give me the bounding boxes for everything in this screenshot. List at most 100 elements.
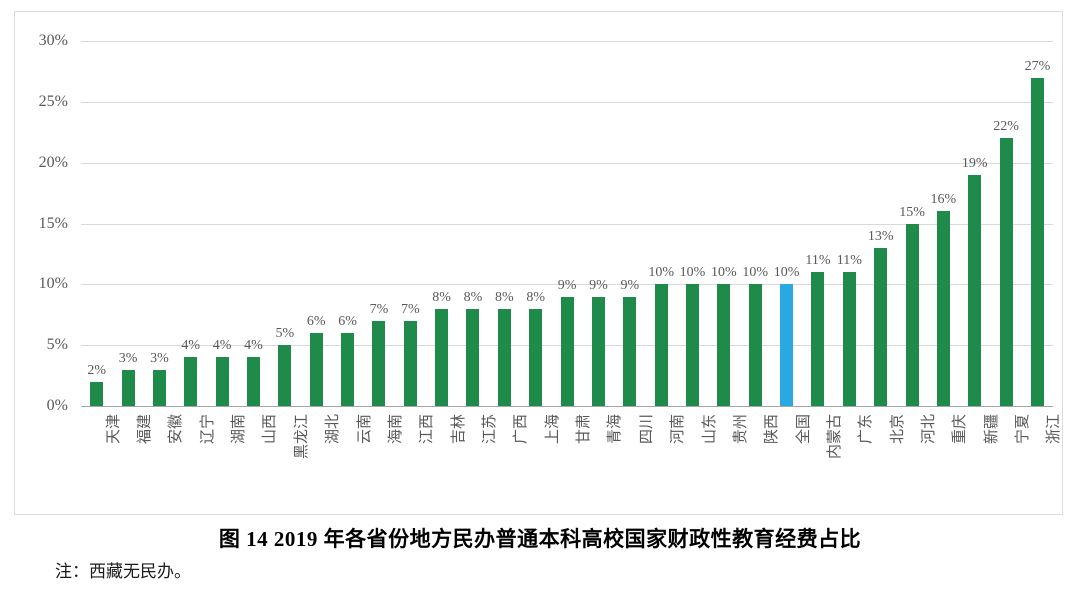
x-axis-label-slot: 陕西 — [740, 406, 780, 511]
x-axis-label-slot: 河北 — [896, 406, 937, 511]
gridline — [81, 223, 1053, 225]
bar — [811, 272, 825, 406]
bar — [936, 211, 950, 406]
bar-value-label: 19% — [961, 155, 988, 171]
bar-value-label: 11% — [805, 253, 831, 269]
bar-value-label: 9% — [557, 277, 577, 293]
x-axis-label-slot: 重庆 — [928, 406, 968, 511]
x-axis-label-slot: 广西 — [489, 406, 529, 511]
bar — [372, 320, 386, 406]
bar-value-label: 8% — [526, 289, 546, 305]
bar-value-label: 3% — [150, 350, 169, 366]
y-axis-tick-label: 20% — [38, 153, 68, 171]
x-axis-label-slot: 全国 — [771, 406, 812, 511]
bar-value-label: 13% — [867, 228, 894, 244]
bar — [717, 284, 731, 406]
bar-group: 19% — [959, 41, 990, 406]
bar-group: 10% — [645, 41, 676, 406]
bar-group: 8% — [520, 41, 551, 406]
y-axis-tick-label: 0% — [46, 397, 68, 414]
bar-value-label: 4% — [244, 338, 263, 354]
bar-group: 8% — [457, 41, 488, 406]
bar-value-label: 5% — [275, 326, 295, 342]
bar-group: 9% — [614, 41, 645, 406]
x-axis-label-slot: 贵州 — [708, 406, 749, 511]
bar-group: 5% — [269, 41, 300, 406]
bar-group: 13% — [865, 41, 896, 406]
x-axis-label-slot: 广东 — [834, 406, 874, 511]
bar — [842, 272, 856, 406]
bar-group: 11% — [802, 41, 833, 406]
y-axis-tick-label: 15% — [38, 214, 68, 232]
bar-group: 2% — [81, 41, 112, 406]
bar — [278, 345, 292, 406]
x-axis-label-slot: 山东 — [677, 406, 718, 511]
x-axis-label-slot: 云南 — [332, 406, 373, 511]
bar — [529, 308, 543, 406]
bar-group: 4% — [175, 41, 206, 406]
y-axis-tick-label: 10% — [38, 275, 68, 293]
bar — [654, 284, 668, 406]
bars-row: 2% 3% 3% 4% 4% 4% 5% 6% 6% 7% 7% 8% 8% 8% 8% 9% 9% 9% 10% 1… — [81, 41, 1053, 406]
gridline — [81, 284, 1053, 286]
bar-value-label: 8% — [463, 289, 483, 305]
bar-value-label: 8% — [432, 289, 451, 305]
x-axis-label-slot: 北京 — [865, 406, 906, 511]
x-axis-label-slot: 江苏 — [457, 406, 498, 511]
bar-group: 8% — [426, 41, 457, 406]
bar-value-label: 10% — [679, 265, 706, 281]
x-axis-label-slot: 新疆 — [959, 406, 1000, 511]
x-axis-label-slot: 湖南 — [206, 406, 247, 511]
bar-value-label: 15% — [899, 204, 925, 220]
x-axis-label-slot: 海南 — [363, 406, 404, 511]
x-axis-label-slot: 上海 — [520, 406, 561, 511]
x-axis-label-slot: 江西 — [395, 406, 435, 511]
bar — [497, 308, 511, 406]
bar-value-label: 10% — [711, 265, 737, 281]
bar — [341, 333, 355, 406]
bar — [560, 296, 574, 406]
x-axis-label-slot: 山西 — [238, 406, 278, 511]
bar-value-label: 11% — [836, 253, 862, 269]
bar — [623, 296, 637, 406]
bar-value-label: 2% — [87, 362, 107, 378]
x-axis-line — [81, 406, 1053, 407]
bar — [309, 333, 323, 406]
bar-value-label: 27% — [1024, 58, 1051, 74]
bar-group: 16% — [928, 41, 959, 406]
bar — [184, 357, 198, 406]
bar-group: 8% — [489, 41, 520, 406]
bar-value-label: 10% — [648, 265, 674, 281]
bar-group: 11% — [834, 41, 865, 406]
x-axis-label-slot: 福建 — [112, 406, 153, 511]
gridline — [81, 41, 1053, 42]
bar-group: 10% — [708, 41, 739, 406]
bar-highlight-national — [780, 284, 794, 406]
bar-value-label: 4% — [212, 338, 232, 354]
gridline — [81, 101, 1053, 103]
bar-group: 9% — [551, 41, 582, 406]
bar-group: 4% — [206, 41, 237, 406]
bar-value-label: 4% — [181, 338, 201, 354]
bar-value-label: 8% — [495, 289, 514, 305]
bar-group: 3% — [144, 41, 175, 406]
bar — [152, 369, 166, 406]
x-axis-label-slot: 宁夏 — [990, 406, 1031, 511]
bar — [748, 284, 762, 406]
plot-area: 30% 25% 20% 15% 10% 5% 0% 2% 3% 3% 4% 4% 4% 5% 6% 6% 7%… — [39, 32, 1063, 459]
bar-value-label: 10% — [742, 265, 769, 281]
bar — [215, 357, 229, 406]
bar-value-label: 6% — [306, 314, 326, 329]
x-axis-label-slot: 安徽 — [144, 406, 184, 511]
bar-group: 4% — [238, 41, 269, 406]
bar — [246, 357, 260, 406]
bar — [403, 320, 417, 406]
y-axis-tick-label: 25% — [38, 92, 68, 110]
bar-value-label: 10% — [773, 265, 800, 281]
bar-group: 27% — [1022, 41, 1053, 406]
bar-group: 7% — [363, 41, 394, 406]
bar — [1030, 77, 1044, 406]
bar-value-label: 7% — [369, 301, 389, 317]
bar — [686, 284, 699, 406]
bar — [874, 247, 888, 406]
